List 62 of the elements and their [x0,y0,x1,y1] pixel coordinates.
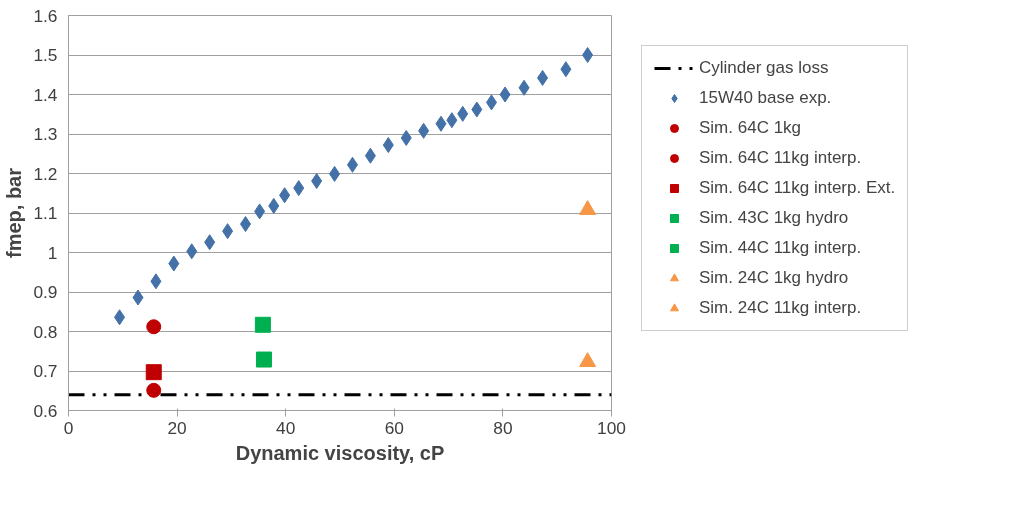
x-axis-title: Dynamic viscosity, cP [235,441,445,464]
point [114,309,126,326]
y-tick-label: 1.1 [33,203,58,223]
point [293,180,305,197]
point [145,364,162,381]
x-tick-label: 20 [167,417,187,438]
x-tick-label: 100 [597,417,626,438]
point [518,79,530,96]
legend-label: 15W40 base exp. [699,88,832,108]
point [168,255,180,272]
point [346,156,358,173]
point [279,187,291,204]
y-tick-label: 1.6 [33,5,58,26]
y-tick-label: 1 [47,242,58,263]
y-tick-label: 0.8 [33,321,58,342]
legend-label: Sim. 44C 11kg interp. [699,238,862,258]
point [582,47,594,63]
point [146,319,162,335]
point [579,352,597,368]
legend-label: Sim. 64C 1kg [699,118,802,138]
point [471,101,483,118]
point [146,382,162,398]
point [186,243,198,260]
x-tick-label: 60 [384,417,404,438]
point [382,137,394,154]
point [132,289,144,306]
y-axis-title: fmep, bar [3,167,26,259]
y-tick-label: 1.3 [33,124,58,144]
legend-label: Sim. 24C 1kg hydro [699,268,849,288]
point [311,173,323,190]
y-tick-label: 1.5 [33,45,58,65]
legend-label: Sim. 24C 11kg interp. [699,298,862,318]
point [255,351,272,368]
point [254,316,271,333]
point [499,86,511,103]
legend-label: Sim. 43C 1kg hydro [699,208,849,228]
legend-label: Sim. 64C 11kg interp. [699,148,862,168]
point [204,234,216,251]
point [254,203,266,220]
legend-label: Cylinder gas loss [699,58,829,78]
point [329,165,341,182]
x-tick-label: 0 [63,417,74,438]
y-tick-label: 0.9 [33,282,58,302]
point [240,216,252,233]
y-tick-label: 1.4 [33,84,58,105]
x-tick-label: 80 [493,417,513,438]
x-tick-label: 40 [276,417,296,438]
y-tick-label: 0.7 [33,361,58,381]
point [268,197,280,214]
point [222,223,234,240]
y-tick-label: 0.6 [33,400,58,421]
point [400,129,412,146]
point [446,112,458,129]
legend-label: Sim. 64C 11kg interp. Ext. [699,178,896,198]
point [537,69,549,86]
point [560,61,572,78]
point [457,105,469,122]
point [418,122,430,139]
y-tick-label: 1.2 [33,163,58,184]
point [435,115,447,132]
point [150,273,162,290]
point [364,147,376,164]
